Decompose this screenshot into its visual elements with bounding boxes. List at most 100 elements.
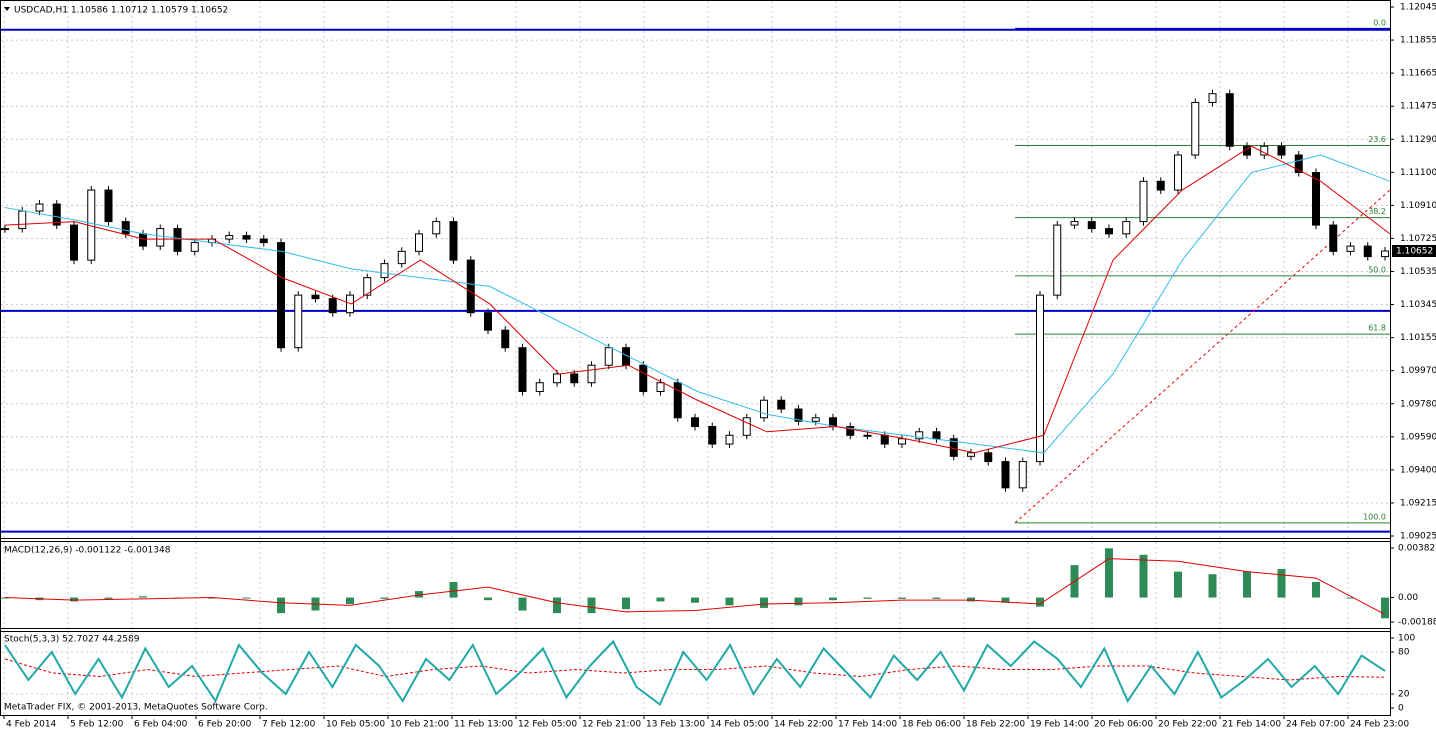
candle (811, 417, 820, 422)
candle (1312, 172, 1320, 226)
candle (1277, 145, 1286, 156)
macd-bar (656, 597, 665, 602)
candle (742, 417, 751, 436)
candle (639, 364, 648, 392)
time-label: 12 Feb 05:00 (518, 720, 577, 730)
candle (311, 294, 320, 300)
macd-bar (725, 597, 734, 606)
candle (1105, 228, 1113, 235)
time-label: 14 Feb 22:00 (774, 720, 833, 730)
macd-axis-label: -0.001886 (1398, 618, 1436, 628)
macd-bar (587, 597, 596, 614)
macd-bar (242, 597, 251, 599)
fib-label: 0.0 (1373, 18, 1386, 27)
time-label: 17 Feb 14:00 (838, 720, 897, 730)
price-label: 1.10535 (1400, 267, 1436, 277)
time-label: 19 Feb 14:00 (1030, 720, 1089, 730)
candle (1225, 93, 1234, 147)
candle (259, 238, 268, 244)
candle (846, 426, 855, 436)
candle (777, 399, 786, 410)
macd-bar (1243, 571, 1251, 598)
price-label: 1.10910 (1400, 201, 1436, 211)
macd-bar (829, 597, 837, 601)
candle (725, 434, 734, 445)
macd-bar (760, 597, 768, 608)
macd-bar (104, 597, 113, 599)
candle (1, 228, 9, 231)
time-label: 10 Feb 05:00 (326, 720, 385, 730)
candle (432, 221, 441, 235)
macd-bar (1277, 569, 1286, 598)
macd-bar (346, 597, 354, 605)
candle (1208, 93, 1217, 103)
chart-frame (0, 0, 1391, 716)
candle (501, 329, 510, 349)
candle (18, 210, 27, 230)
macd-bar (484, 597, 492, 601)
candle (553, 373, 561, 384)
candle (1156, 180, 1165, 191)
candle (518, 347, 527, 392)
candle (708, 426, 717, 445)
macd-bar (553, 597, 561, 614)
candle (673, 382, 682, 419)
stoch-axis-label: 80 (1398, 648, 1410, 658)
macd-bar (1208, 574, 1217, 598)
candle (1036, 294, 1044, 463)
candle (570, 373, 579, 384)
time-label: 20 Feb 06:00 (1094, 720, 1153, 730)
candle (242, 235, 251, 240)
time-label: 7 Feb 12:00 (262, 720, 316, 730)
moving-average (4, 145, 1391, 454)
time-label: 18 Feb 06:00 (902, 720, 961, 730)
macd-bar (691, 597, 699, 603)
macd-bar (415, 591, 423, 598)
menu-arrow[interactable] (4, 7, 10, 11)
symbol-title: USDCAD,H1 1.10586 1.10712 1.10579 1.1065… (14, 6, 228, 16)
macd-bar (1105, 548, 1113, 598)
stoch-axis-label: 20 (1398, 690, 1410, 700)
price-label: 1.09780 (1400, 399, 1436, 409)
candle (1329, 224, 1338, 252)
time-label: 5 Feb 12:00 (70, 720, 124, 730)
macd-bar (1001, 597, 1010, 603)
macd-bar (380, 597, 389, 599)
time-label: 6 Feb 20:00 (198, 720, 252, 730)
macd-axis-label: 0.003823 (1398, 544, 1436, 554)
candle (1243, 145, 1251, 156)
stoch-axis-label: 0 (1398, 704, 1404, 714)
moving-average (4, 154, 1391, 454)
candle (794, 408, 803, 422)
time-label: 20 Feb 22:00 (1158, 720, 1217, 730)
candle (1191, 101, 1200, 156)
candle (139, 233, 147, 247)
candle (863, 434, 872, 437)
time-label: 18 Feb 22:00 (966, 720, 1025, 730)
candle (35, 203, 44, 212)
candle (1070, 221, 1079, 226)
time-label: 4 Feb 2014 (6, 720, 57, 730)
time-label: 21 Feb 14:00 (1222, 720, 1281, 730)
macd-bar (1312, 581, 1320, 598)
candle (173, 228, 182, 252)
candle (52, 203, 61, 226)
candle (604, 347, 613, 366)
price-label: 1.12045 (1400, 3, 1436, 13)
candle (1139, 180, 1148, 223)
price-label: 1.09400 (1400, 465, 1436, 475)
candle (1346, 245, 1355, 252)
macd-signal (4, 558, 1386, 615)
candle (1381, 250, 1389, 258)
candle (760, 399, 768, 419)
candle (535, 382, 544, 392)
candle (415, 233, 423, 252)
price-label: 1.10725 (1400, 234, 1436, 244)
macd-bar (1174, 571, 1182, 598)
candle (898, 438, 906, 445)
candle (932, 431, 941, 440)
macd-bar (1139, 554, 1148, 598)
candle (466, 259, 475, 314)
